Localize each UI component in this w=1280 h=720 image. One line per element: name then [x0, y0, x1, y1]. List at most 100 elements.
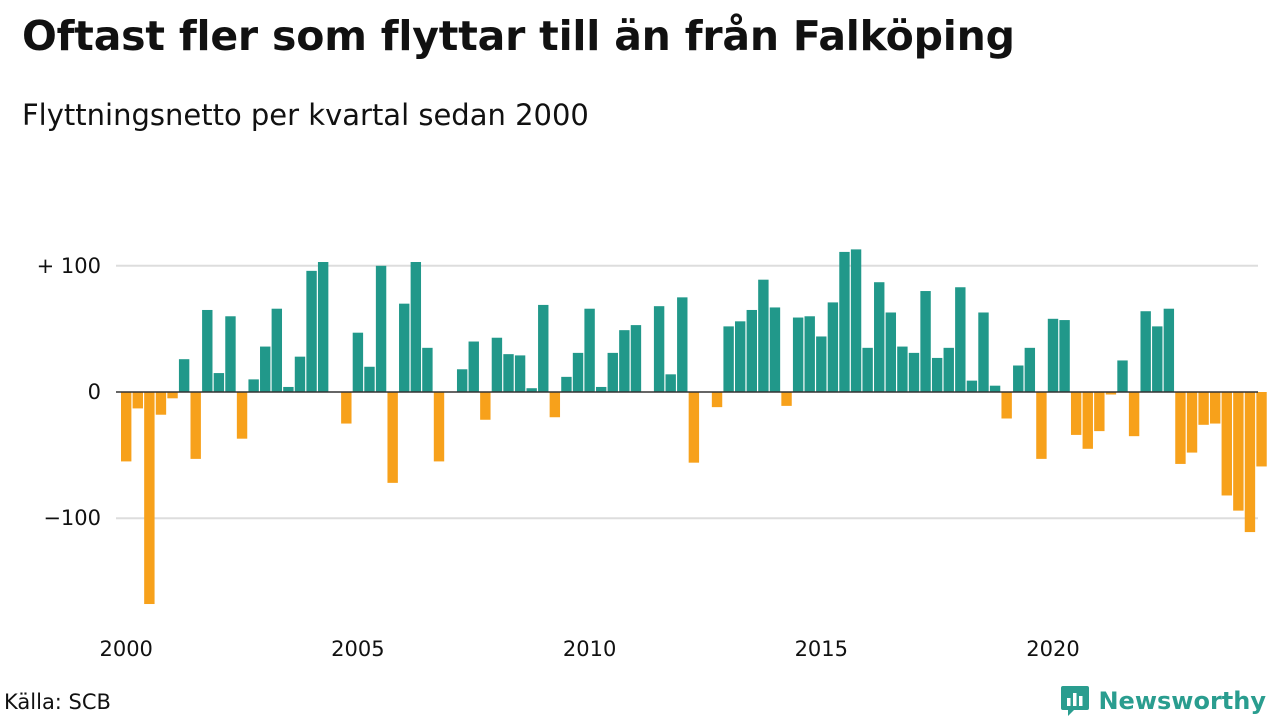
x-tick-label: 2020: [1026, 637, 1079, 661]
bar: [572, 352, 584, 392]
bar: [480, 392, 491, 420]
bars: [116, 249, 1267, 605]
bar: [538, 304, 549, 392]
bar: [758, 279, 769, 392]
bar: [202, 309, 213, 392]
bar: [364, 366, 375, 392]
bar: [746, 309, 757, 392]
bar: [989, 385, 1001, 392]
brand-logo: Newsworthy: [1060, 684, 1266, 718]
bar: [1001, 392, 1012, 419]
bar: [225, 316, 236, 392]
bar: [1082, 392, 1093, 449]
bar: [1221, 392, 1232, 496]
bar: [503, 354, 514, 392]
bar: [248, 379, 259, 392]
bar-chart-logo-icon: [1061, 686, 1090, 716]
bar: [619, 330, 630, 392]
bar: [190, 392, 201, 459]
bar: [1036, 392, 1047, 459]
bar: [862, 347, 873, 392]
bar: [294, 356, 306, 392]
chart-title: Oftast fler som flyttar till än från Fal…: [22, 12, 1015, 60]
bar: [677, 297, 688, 392]
bar: [792, 317, 804, 392]
bar: [549, 392, 561, 418]
bar: [271, 308, 283, 392]
bar: [607, 352, 618, 392]
bar: [1047, 318, 1059, 392]
bar: [1105, 392, 1117, 395]
bar: [306, 270, 317, 392]
bar: [178, 359, 190, 392]
bar: [885, 312, 897, 392]
bar: [630, 325, 642, 392]
bar: [121, 392, 132, 462]
bar: [375, 265, 387, 392]
x-tick-label: 2010: [563, 637, 616, 661]
x-tick-label: 2000: [99, 637, 152, 661]
bar: [978, 312, 989, 392]
bar: [561, 376, 572, 392]
bar: [711, 392, 723, 408]
bar: [167, 392, 178, 399]
bar: [1209, 392, 1221, 424]
bar: [1117, 360, 1128, 392]
bar: [260, 346, 271, 392]
bar: [1152, 326, 1163, 392]
bar: [456, 369, 468, 392]
bar: [1244, 392, 1256, 533]
x-tick-label: 2005: [331, 637, 384, 661]
y-tick-label: 0: [88, 380, 101, 404]
bar: [155, 392, 167, 415]
bar: [839, 251, 850, 392]
bar: [399, 303, 410, 392]
bar: [1175, 392, 1186, 464]
bar: [688, 392, 700, 463]
bar: [723, 326, 734, 392]
bar: [595, 386, 607, 392]
chart-subtitle: Flyttningsnetto per kvartal sedan 2000: [22, 98, 589, 132]
bar: [1128, 392, 1140, 437]
bar: [1070, 392, 1082, 435]
x-axis-ticks: 2000 2005 2010 2015 2020: [99, 637, 1079, 661]
bar: [920, 291, 931, 392]
bar: [955, 287, 966, 392]
bar: [966, 380, 978, 392]
y-tick-label: −100: [43, 506, 101, 530]
x-tick-label: 2015: [795, 637, 848, 661]
bar: [827, 302, 839, 392]
bar: [769, 307, 781, 392]
brand-name: Newsworthy: [1098, 687, 1266, 715]
bar: [341, 392, 352, 424]
bar: [781, 392, 792, 406]
bar: [144, 392, 155, 605]
bar: [897, 346, 908, 392]
bar: [850, 249, 862, 392]
bar: [816, 336, 827, 392]
bar: [422, 347, 433, 392]
grid-lines: [116, 264, 1258, 520]
bar: [352, 332, 364, 392]
bar: [1233, 392, 1244, 511]
bar: [584, 308, 595, 392]
bar: [387, 392, 398, 483]
y-axis-ticks: + 100 0 −100: [37, 254, 101, 530]
bar: [132, 392, 143, 409]
bar: [1198, 392, 1209, 425]
bar: [1094, 392, 1105, 432]
y-tick-label: + 100: [37, 254, 101, 278]
source-note: Källa: SCB: [4, 690, 111, 714]
bar: [317, 262, 329, 392]
bar: [433, 392, 445, 462]
bar: [931, 357, 943, 392]
bar: [1059, 320, 1070, 392]
bar: [410, 262, 422, 392]
bar: [1013, 365, 1024, 392]
bar: [653, 306, 665, 392]
bar: [468, 341, 479, 392]
bar: [804, 316, 815, 392]
bar: [1163, 308, 1175, 392]
bar: [665, 374, 676, 392]
